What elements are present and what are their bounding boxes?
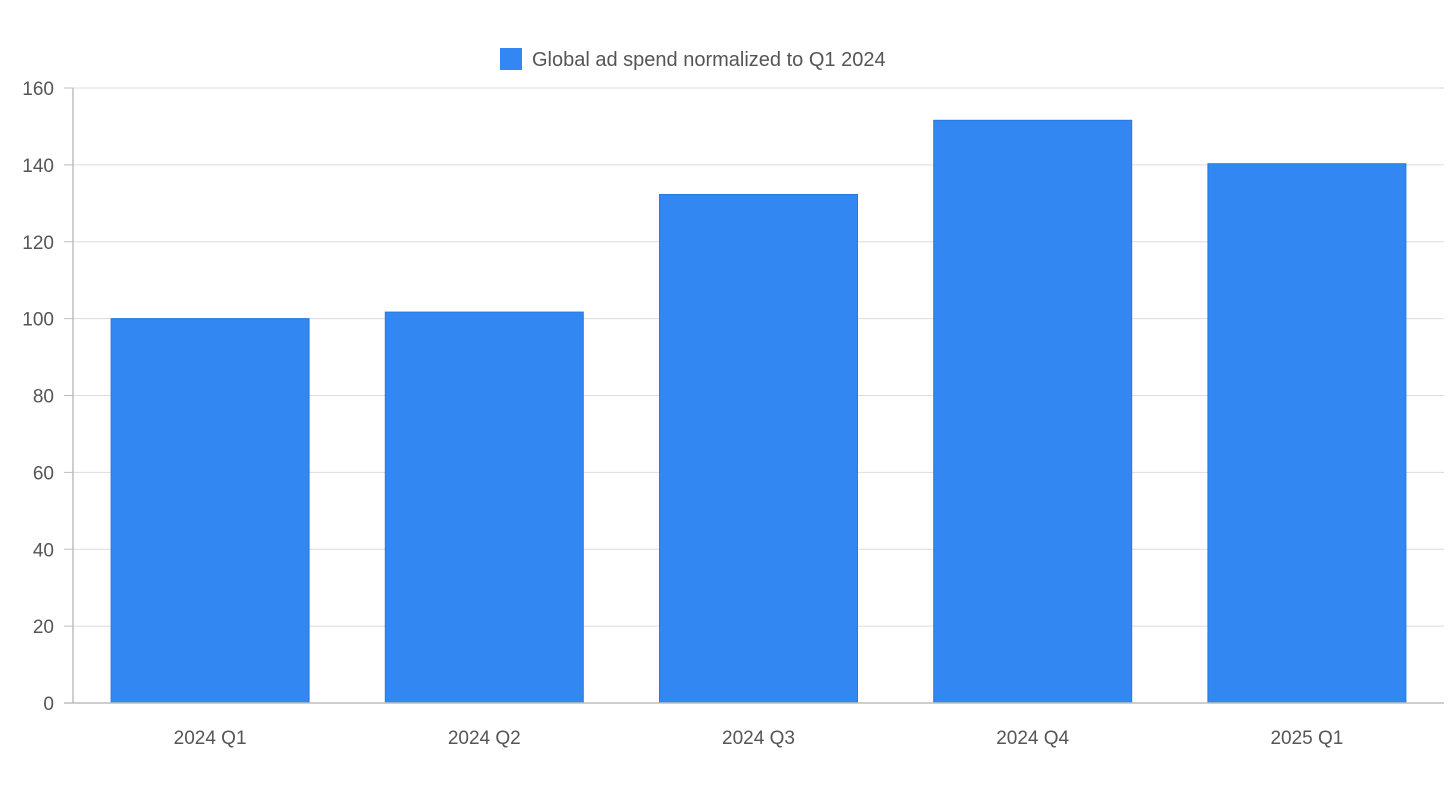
y-tick-label: 40 <box>33 540 54 561</box>
legend: Global ad spend normalized to Q1 2024 <box>500 48 886 71</box>
legend-label: Global ad spend normalized to Q1 2024 <box>532 49 886 71</box>
y-tick-label: 100 <box>22 310 54 331</box>
bars <box>110 119 1407 704</box>
y-tick-label: 160 <box>22 79 54 100</box>
y-tick-label: 120 <box>22 233 54 254</box>
x-axis-ticks: 2024 Q1 2024 Q2 2024 Q3 2024 Q4 2025 Q1 <box>174 728 1344 749</box>
legend-swatch <box>500 48 522 70</box>
bar-2024-q2 <box>384 311 584 704</box>
bar-2024-q3 <box>659 193 858 704</box>
y-tick-label: 0 <box>43 694 54 715</box>
y-tick-label: 60 <box>33 463 54 484</box>
y-tick-label: 140 <box>22 156 54 177</box>
bar-2024-q1 <box>110 318 310 704</box>
y-axis-ticks: 0 20 40 60 80 100 120 140 160 <box>22 79 73 715</box>
x-tick-label: 2024 Q2 <box>448 728 521 749</box>
bar-2024-q4 <box>933 119 1133 704</box>
x-tick-label: 2024 Q1 <box>174 728 247 749</box>
x-tick-label: 2024 Q4 <box>996 728 1069 749</box>
x-tick-label: 2024 Q3 <box>722 728 795 749</box>
y-tick-label: 20 <box>33 617 54 638</box>
y-tick-label: 80 <box>33 387 54 408</box>
x-tick-label: 2025 Q1 <box>1270 728 1343 749</box>
bar-2025-q1 <box>1207 163 1407 704</box>
